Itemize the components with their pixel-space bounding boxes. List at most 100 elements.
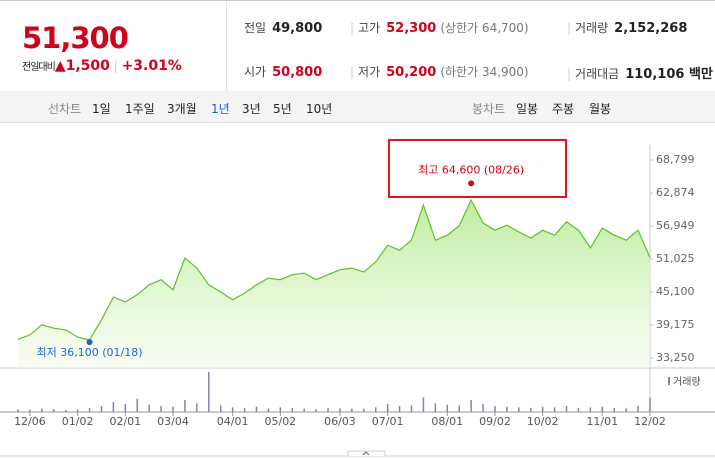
stat-label: 시가 (244, 65, 267, 79)
volume-bar (124, 404, 127, 412)
volume-bar (255, 406, 258, 412)
volume-bar (482, 404, 484, 412)
volume-bar (458, 405, 460, 412)
volume-bar (625, 408, 627, 412)
volume-bar (339, 408, 341, 412)
stat-label: 전일 (244, 21, 267, 35)
volume-bar (637, 406, 639, 412)
volume-bar (136, 398, 138, 412)
low-label: 최저 36,100 (01/18) (37, 346, 143, 359)
candle-tab[interactable]: 주봉 (552, 102, 575, 116)
volume-bar (541, 406, 544, 412)
price: 51,300 (22, 21, 129, 55)
volume-bar (351, 408, 353, 412)
volume-bar (17, 409, 19, 412)
candle-tab[interactable]: 일봉 (516, 102, 539, 116)
x-tick-label: 10/02 (527, 415, 559, 428)
price-line (17, 198, 651, 341)
volume-bar (208, 372, 210, 412)
volume-bar (53, 409, 55, 412)
volume-bar (172, 406, 174, 412)
volume-bar (374, 407, 377, 412)
volume-bar (76, 409, 79, 412)
volume-bar (613, 408, 615, 412)
x-tick-label: 08/01 (431, 415, 463, 428)
stat-label: 거래량 (575, 21, 609, 35)
stat: | 저가 50,200 (하한가 34,900) (350, 63, 529, 80)
period-tab[interactable]: 1년 (211, 102, 230, 116)
volume-bar (219, 405, 222, 412)
volume-bar (470, 400, 472, 412)
y-tick-label: 51,025 (656, 252, 695, 265)
x-tick-label: 12/06 (14, 415, 46, 428)
change: 전일대비▲1,500 | +3.01% (22, 58, 182, 74)
high-marker (468, 180, 475, 187)
volume-bar (422, 397, 425, 412)
volume-bar (506, 406, 508, 412)
period-tab[interactable]: 3개월 (167, 102, 197, 116)
change-label: 전일대비 (22, 62, 56, 73)
price-box: 51,300 전일대비▲1,500 | +3.01% (0, 1, 227, 91)
stat: | 거래량 2,152,268 (567, 19, 687, 36)
candle-tab[interactable]: 월봉 (589, 102, 612, 116)
volume-bar (148, 404, 150, 412)
stat: 시가 50,800 (244, 63, 322, 80)
stat-value: 50,200 (386, 65, 437, 80)
period-tab[interactable]: 1주일 (125, 102, 155, 116)
candle-chart-label: 봉차트 (472, 102, 506, 116)
period-tab[interactable]: 5년 (273, 102, 292, 116)
stat-label: 고가 (358, 21, 381, 35)
volume-bar (398, 406, 401, 412)
period-tab[interactable]: 1일 (92, 102, 111, 116)
volume-bar (518, 407, 520, 412)
volume-bar (494, 406, 496, 412)
x-tick-label: 11/01 (586, 415, 618, 428)
y-tick-label: 33,250 (656, 351, 695, 364)
price-area (18, 200, 650, 368)
x-tick-label: 07/01 (372, 415, 404, 428)
separator: | (567, 67, 572, 81)
y-tick-label: 56,949 (656, 219, 695, 232)
x-tick-label: 09/02 (479, 415, 511, 428)
stat: 전일 49,800 (244, 19, 322, 36)
volume-bar (363, 408, 365, 412)
volume-bar (29, 409, 31, 412)
volume-bar (410, 405, 413, 412)
y-tick-label: 45,100 (656, 285, 695, 298)
volume-legend: 거래량 (673, 376, 701, 388)
period-tab[interactable]: 10년 (306, 102, 333, 116)
stat-label: 저가 (358, 65, 381, 79)
x-tick-label: 02/01 (109, 415, 141, 428)
volume-bar (100, 406, 103, 412)
quote-header: 51,300 전일대비▲1,500 | +3.01% 전일 49,800 | 고가 52… (0, 0, 715, 92)
volume-bar (530, 408, 532, 412)
stat-value: 50,800 (272, 65, 323, 80)
stat: | 고가 52,300 (상한가 64,700) (350, 19, 529, 36)
volume-bar (303, 408, 305, 412)
period-tab[interactable]: 3년 (242, 102, 261, 116)
stat-note: (상한가 64,700) (440, 21, 529, 35)
stat-label: 거래대금 (575, 67, 620, 81)
volume-bar (267, 408, 270, 412)
x-tick-label: 05/02 (264, 415, 296, 428)
expand-handle[interactable] (347, 450, 386, 456)
x-tick-label: 03/04 (157, 415, 189, 428)
y-tick-label: 39,175 (656, 318, 695, 331)
volume-bar (160, 406, 162, 412)
expand-icon (362, 451, 370, 456)
separator: | (567, 21, 572, 35)
volume-bar (291, 408, 294, 412)
stat-value: 2,152,268 (614, 21, 688, 36)
x-tick-label: 01/02 (62, 415, 94, 428)
separator: | (350, 21, 355, 35)
low-marker (86, 339, 93, 346)
x-tick-label: 12/02 (634, 415, 666, 428)
volume-bar (196, 403, 198, 412)
x-tick-label: 06/03 (324, 415, 356, 428)
volume-bar (327, 408, 329, 412)
stat: | 거래대금 110,106 백만 (567, 63, 713, 82)
y-tick-label: 68,799 (656, 153, 695, 166)
volume-bar (315, 409, 317, 412)
